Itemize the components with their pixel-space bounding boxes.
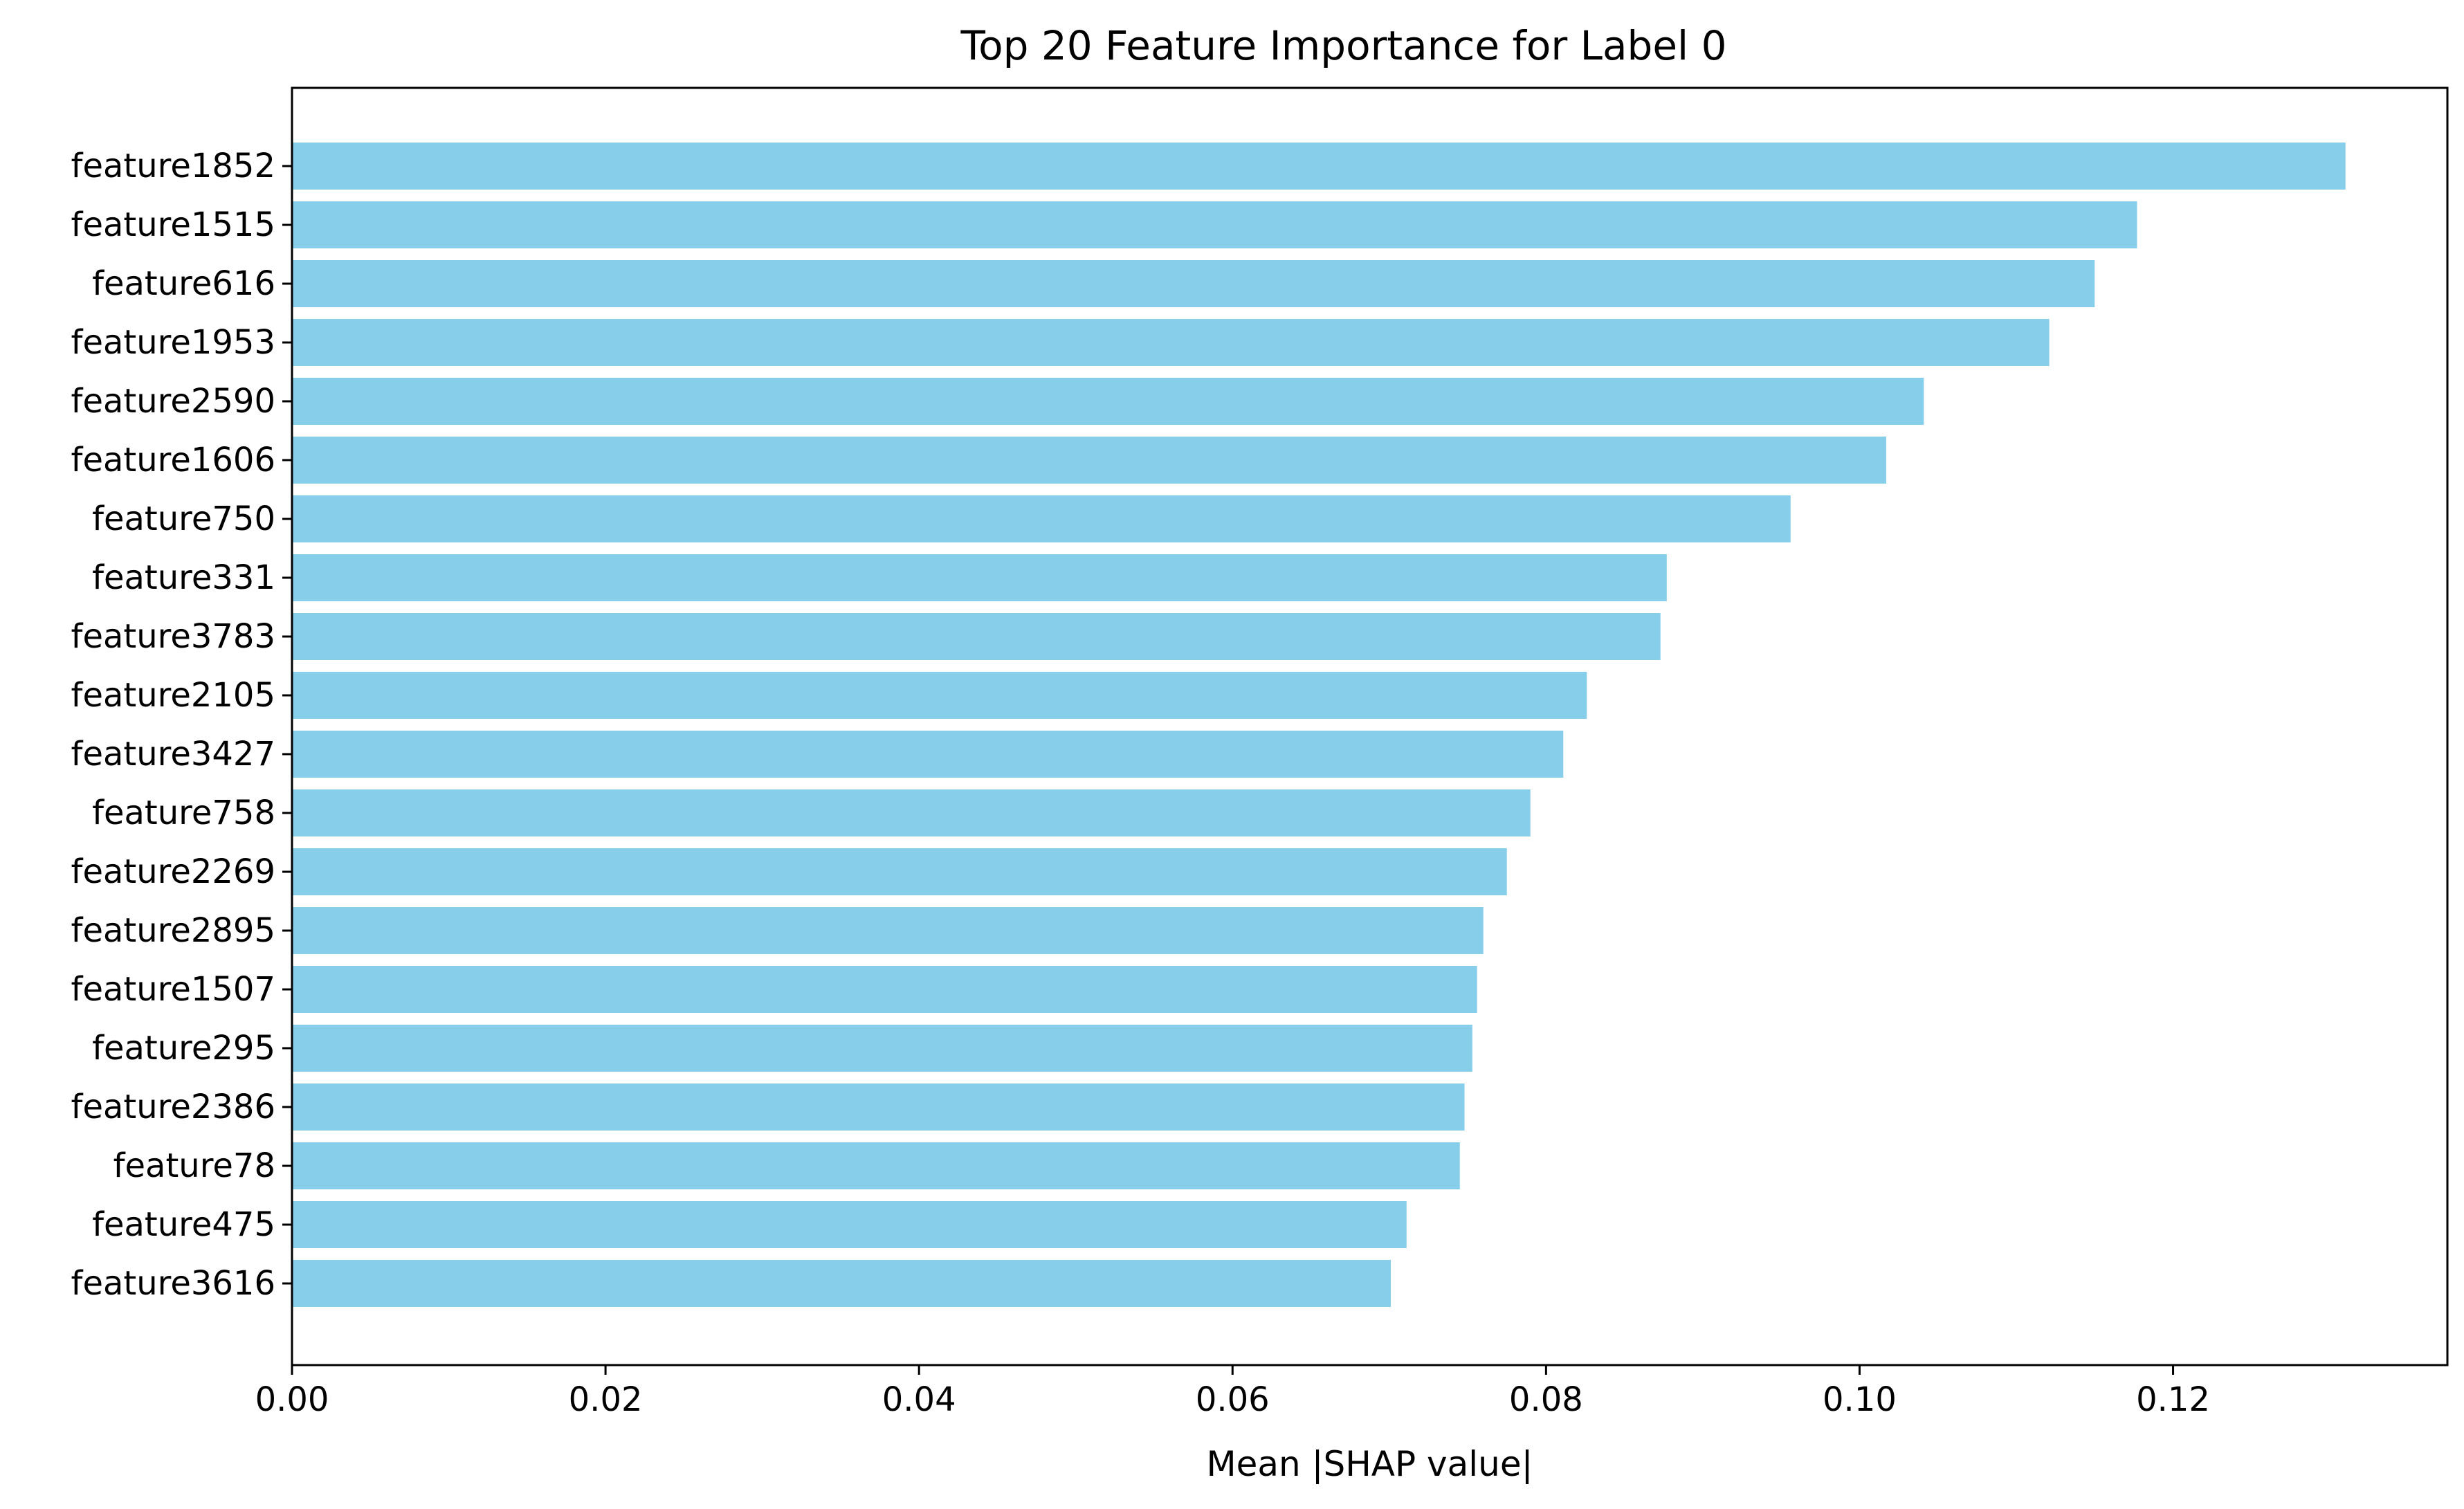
bar-feature2895 xyxy=(292,907,1484,954)
y-tick-label: feature2105 xyxy=(71,676,275,715)
y-tick-label: feature2386 xyxy=(71,1088,275,1126)
x-tick-label: 0.00 xyxy=(255,1380,329,1419)
x-tick-label: 0.10 xyxy=(1823,1380,1897,1419)
x-axis-ticks: 0.00 0.02 0.04 0.06 0.08 0.10 0.12 xyxy=(255,1365,2210,1419)
bar-feature616 xyxy=(292,260,2095,307)
x-tick-label: 0.06 xyxy=(1196,1380,1270,1419)
bar-feature78 xyxy=(292,1142,1460,1189)
bar-feature2105 xyxy=(292,672,1587,719)
y-tick-label: feature295 xyxy=(92,1029,275,1068)
y-tick-label: feature2895 xyxy=(71,911,275,950)
bar-feature3427 xyxy=(292,731,1564,778)
x-tick-label: 0.12 xyxy=(2136,1380,2210,1419)
y-axis-ticks: feature1852 feature1515 feature616 feature1… xyxy=(71,147,292,1303)
y-tick-label: feature1953 xyxy=(71,323,275,362)
y-tick-label: feature616 xyxy=(92,264,275,303)
bar-feature2386 xyxy=(292,1083,1465,1131)
y-tick-label: feature3783 xyxy=(71,617,275,656)
y-tick-label: feature1515 xyxy=(71,205,275,244)
y-tick-label: feature2269 xyxy=(71,852,275,891)
x-tick-label: 0.04 xyxy=(882,1380,956,1419)
bar-feature1515 xyxy=(292,201,2137,248)
x-tick-label: 0.08 xyxy=(1509,1380,1583,1419)
y-tick-label: feature331 xyxy=(92,558,275,597)
bar-feature3616 xyxy=(292,1260,1391,1307)
bar-feature758 xyxy=(292,789,1531,836)
y-tick-label: feature1507 xyxy=(71,970,275,1009)
bar-feature295 xyxy=(292,1025,1472,1072)
bar-feature1606 xyxy=(292,437,1886,484)
bar-feature3783 xyxy=(292,613,1661,660)
y-tick-label: feature1606 xyxy=(71,441,275,479)
bar-feature1852 xyxy=(292,143,2346,190)
y-tick-label: feature750 xyxy=(92,500,275,538)
bar-feature2590 xyxy=(292,378,1924,425)
bar-feature1507 xyxy=(292,966,1477,1013)
y-tick-label: feature3427 xyxy=(71,735,275,774)
plot-frame xyxy=(291,86,2449,1366)
y-tick-label: feature475 xyxy=(92,1205,275,1244)
y-tick-label: feature2590 xyxy=(71,382,275,421)
bars-layer xyxy=(292,143,2346,1307)
y-tick-label: feature1852 xyxy=(71,147,275,185)
x-tick-label: 0.02 xyxy=(569,1380,643,1419)
bar-feature331 xyxy=(292,554,1667,601)
bar-feature750 xyxy=(292,495,1791,542)
y-tick-label: feature758 xyxy=(92,794,275,832)
y-tick-label: feature78 xyxy=(113,1146,275,1185)
y-tick-label: feature3616 xyxy=(71,1264,275,1303)
bar-feature475 xyxy=(292,1201,1407,1248)
x-axis-label: Mean |SHAP value| xyxy=(1207,1444,1533,1484)
bar-feature1953 xyxy=(292,319,2050,366)
chart-title: Top 20 Feature Importance for Label 0 xyxy=(960,22,1727,69)
bar-feature2269 xyxy=(292,848,1507,895)
